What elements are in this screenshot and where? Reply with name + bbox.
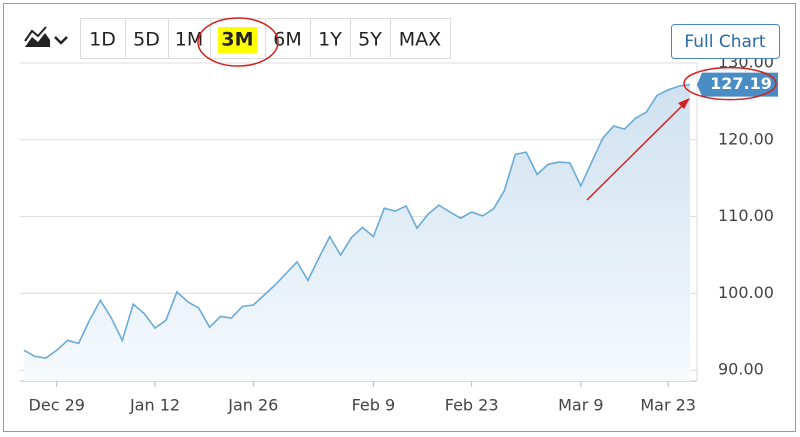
x-tick-label: Mar 9 [558, 396, 603, 415]
range-label[interactable]: 6M [273, 29, 301, 51]
x-tick-label: Dec 29 [29, 396, 85, 415]
range-active-bg [218, 27, 257, 53]
x-tick-label: Jan 26 [227, 396, 278, 415]
y-tick-label: 90.00 [718, 360, 764, 379]
chart-type-icon[interactable] [24, 26, 68, 47]
range-button[interactable] [265, 18, 311, 59]
range-label[interactable]: 5D [133, 29, 160, 51]
highlight-circle [197, 17, 279, 67]
toolbar: 1D 5D 1M 3M 6M 1Y 5Y MAX [24, 18, 451, 59]
y-tick-label: 120.00 [718, 129, 774, 148]
range-button[interactable] [80, 18, 126, 59]
range-label[interactable]: MAX [399, 29, 441, 51]
last-price-box [697, 72, 778, 97]
x-tick-label: Feb 9 [352, 396, 396, 415]
y-tick-label: 100.00 [718, 283, 774, 302]
x-tick-label: Mar 23 [640, 396, 696, 415]
full-chart-label[interactable]: Full Chart [684, 32, 766, 52]
range-button[interactable] [390, 18, 451, 59]
annotation-arrow [586, 101, 687, 201]
range-label[interactable]: 5Y [358, 29, 382, 51]
last-price-label: 127.19 [710, 74, 772, 93]
range-label[interactable]: 1Y [318, 29, 342, 51]
price-line [23, 83, 691, 359]
range-label[interactable]: 1M [175, 29, 203, 51]
arrow-head [678, 98, 690, 109]
range-button[interactable] [168, 18, 211, 59]
x-tick-label: Jan 12 [129, 396, 180, 415]
range-button[interactable] [310, 18, 351, 59]
full-chart-button[interactable]: Full Chart [671, 24, 780, 59]
range-label[interactable]: 3M [221, 29, 253, 51]
range-label[interactable]: 1D [89, 29, 116, 51]
y-tick-label: 110.00 [718, 206, 774, 225]
price-circle [683, 66, 777, 101]
x-tick-label: Feb 23 [445, 396, 499, 415]
